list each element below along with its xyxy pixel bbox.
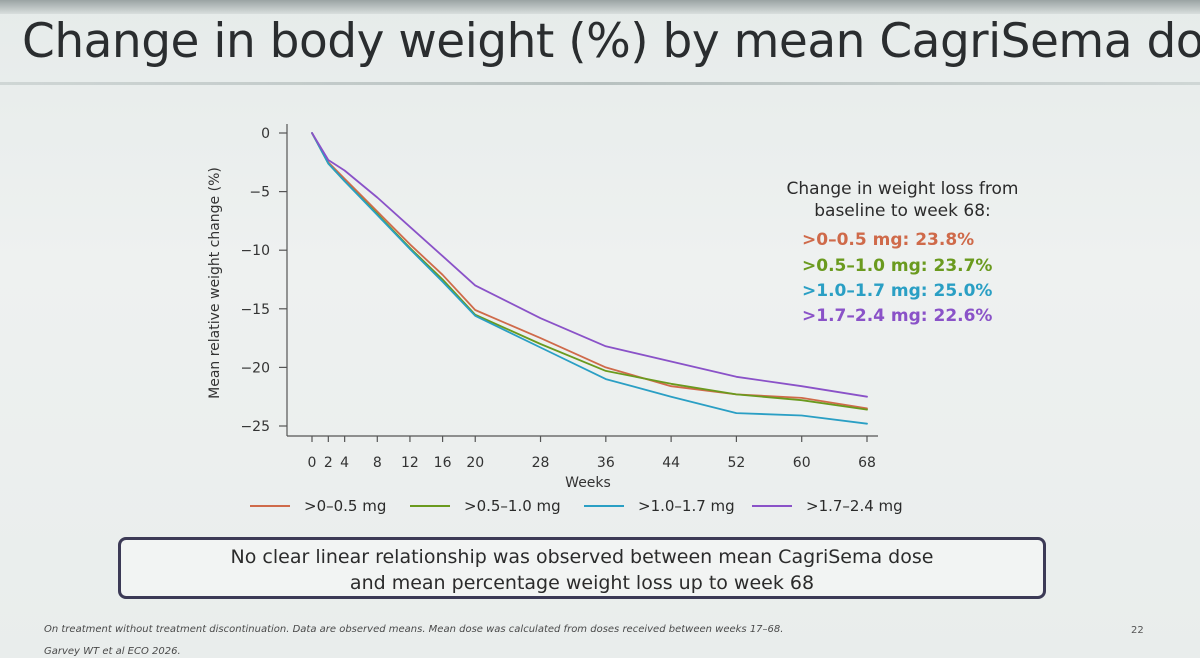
legend-label-dose2: >0.5–1.0 mg xyxy=(464,497,561,515)
legend-swatch-dose4 xyxy=(752,505,792,507)
conclusion-line1: No clear linear relationship was observe… xyxy=(230,546,934,568)
conclusion-box: No clear linear relationship was observe… xyxy=(118,537,1046,599)
x-tick-label: 20 xyxy=(466,455,484,471)
legend-swatch-dose3 xyxy=(584,505,624,507)
x-tick-label: 36 xyxy=(597,455,615,471)
x-tick-label: 8 xyxy=(373,455,382,471)
legend-label-dose1: >0–0.5 mg xyxy=(304,497,387,515)
chart-legend: >0–0.5 mg >0.5–1.0 mg >1.0–1.7 mg >1.7–2… xyxy=(0,497,1200,521)
legend-item-dose3: >1.0–1.7 mg xyxy=(584,497,735,515)
x-axis-label: Weeks xyxy=(565,475,611,491)
y-tick-label: −25 xyxy=(240,419,270,435)
y-tick-label: −20 xyxy=(240,360,270,376)
series-line-dose3 xyxy=(311,132,868,425)
y-tick-label: −10 xyxy=(240,243,270,259)
annotation-header-line2: baseline to week 68: xyxy=(814,201,991,221)
legend-swatch-dose1 xyxy=(250,505,290,507)
x-tick-label: 2 xyxy=(324,455,333,471)
x-tick-label: 0 xyxy=(308,455,317,471)
legend-label-dose3: >1.0–1.7 mg xyxy=(638,497,735,515)
x-tick-label: 12 xyxy=(401,455,419,471)
series-line-dose1 xyxy=(311,132,868,410)
title-rule xyxy=(0,82,1200,85)
legend-item-dose4: >1.7–2.4 mg xyxy=(752,497,903,515)
series-line-dose2 xyxy=(311,132,868,411)
x-tick-label: 68 xyxy=(858,455,876,471)
legend-item-dose2: >0.5–1.0 mg xyxy=(410,497,561,515)
x-tick-label: 28 xyxy=(532,455,550,471)
slide-top-edge xyxy=(0,0,1200,14)
legend-item-dose1: >0–0.5 mg xyxy=(250,497,386,515)
citation: Garvey WT et al ECO 2026. xyxy=(44,646,181,657)
annotation-header-line1: Change in weight loss from xyxy=(786,179,1019,199)
legend-label-dose4: >1.7–2.4 mg xyxy=(806,497,903,515)
conclusion-line2: and mean percentage weight loss up to we… xyxy=(349,572,815,594)
x-tick-label: 52 xyxy=(727,455,745,471)
y-tick-label: 0 xyxy=(261,126,270,142)
series-line-dose4 xyxy=(311,132,868,398)
x-tick-label: 4 xyxy=(340,455,349,471)
annotation-row-dose3: >1.0–1.7 mg: 25.0% xyxy=(802,281,993,301)
y-tick-label: −15 xyxy=(240,302,270,318)
footnote: On treatment without treatment discontin… xyxy=(44,624,784,635)
annotation-row-dose4: >1.7–2.4 mg: 22.6% xyxy=(802,306,993,326)
x-tick-label: 44 xyxy=(662,455,680,471)
annotation-header: Change in weight loss from baseline to w… xyxy=(760,178,1045,222)
y-tick-label: −5 xyxy=(249,185,270,201)
x-tick-label: 60 xyxy=(793,455,811,471)
annotation-row-dose2: >0.5–1.0 mg: 23.7% xyxy=(802,256,993,276)
y-axis-label: Mean relative weight change (%) xyxy=(207,167,223,399)
x-tick-label: 16 xyxy=(434,455,452,471)
legend-swatch-dose2 xyxy=(410,505,450,507)
slide-title: Change in body weight (%) by mean CagriS… xyxy=(22,14,1200,69)
page-number: 22 xyxy=(1131,625,1144,636)
annotation-row-dose1: >0–0.5 mg: 23.8% xyxy=(802,230,975,250)
